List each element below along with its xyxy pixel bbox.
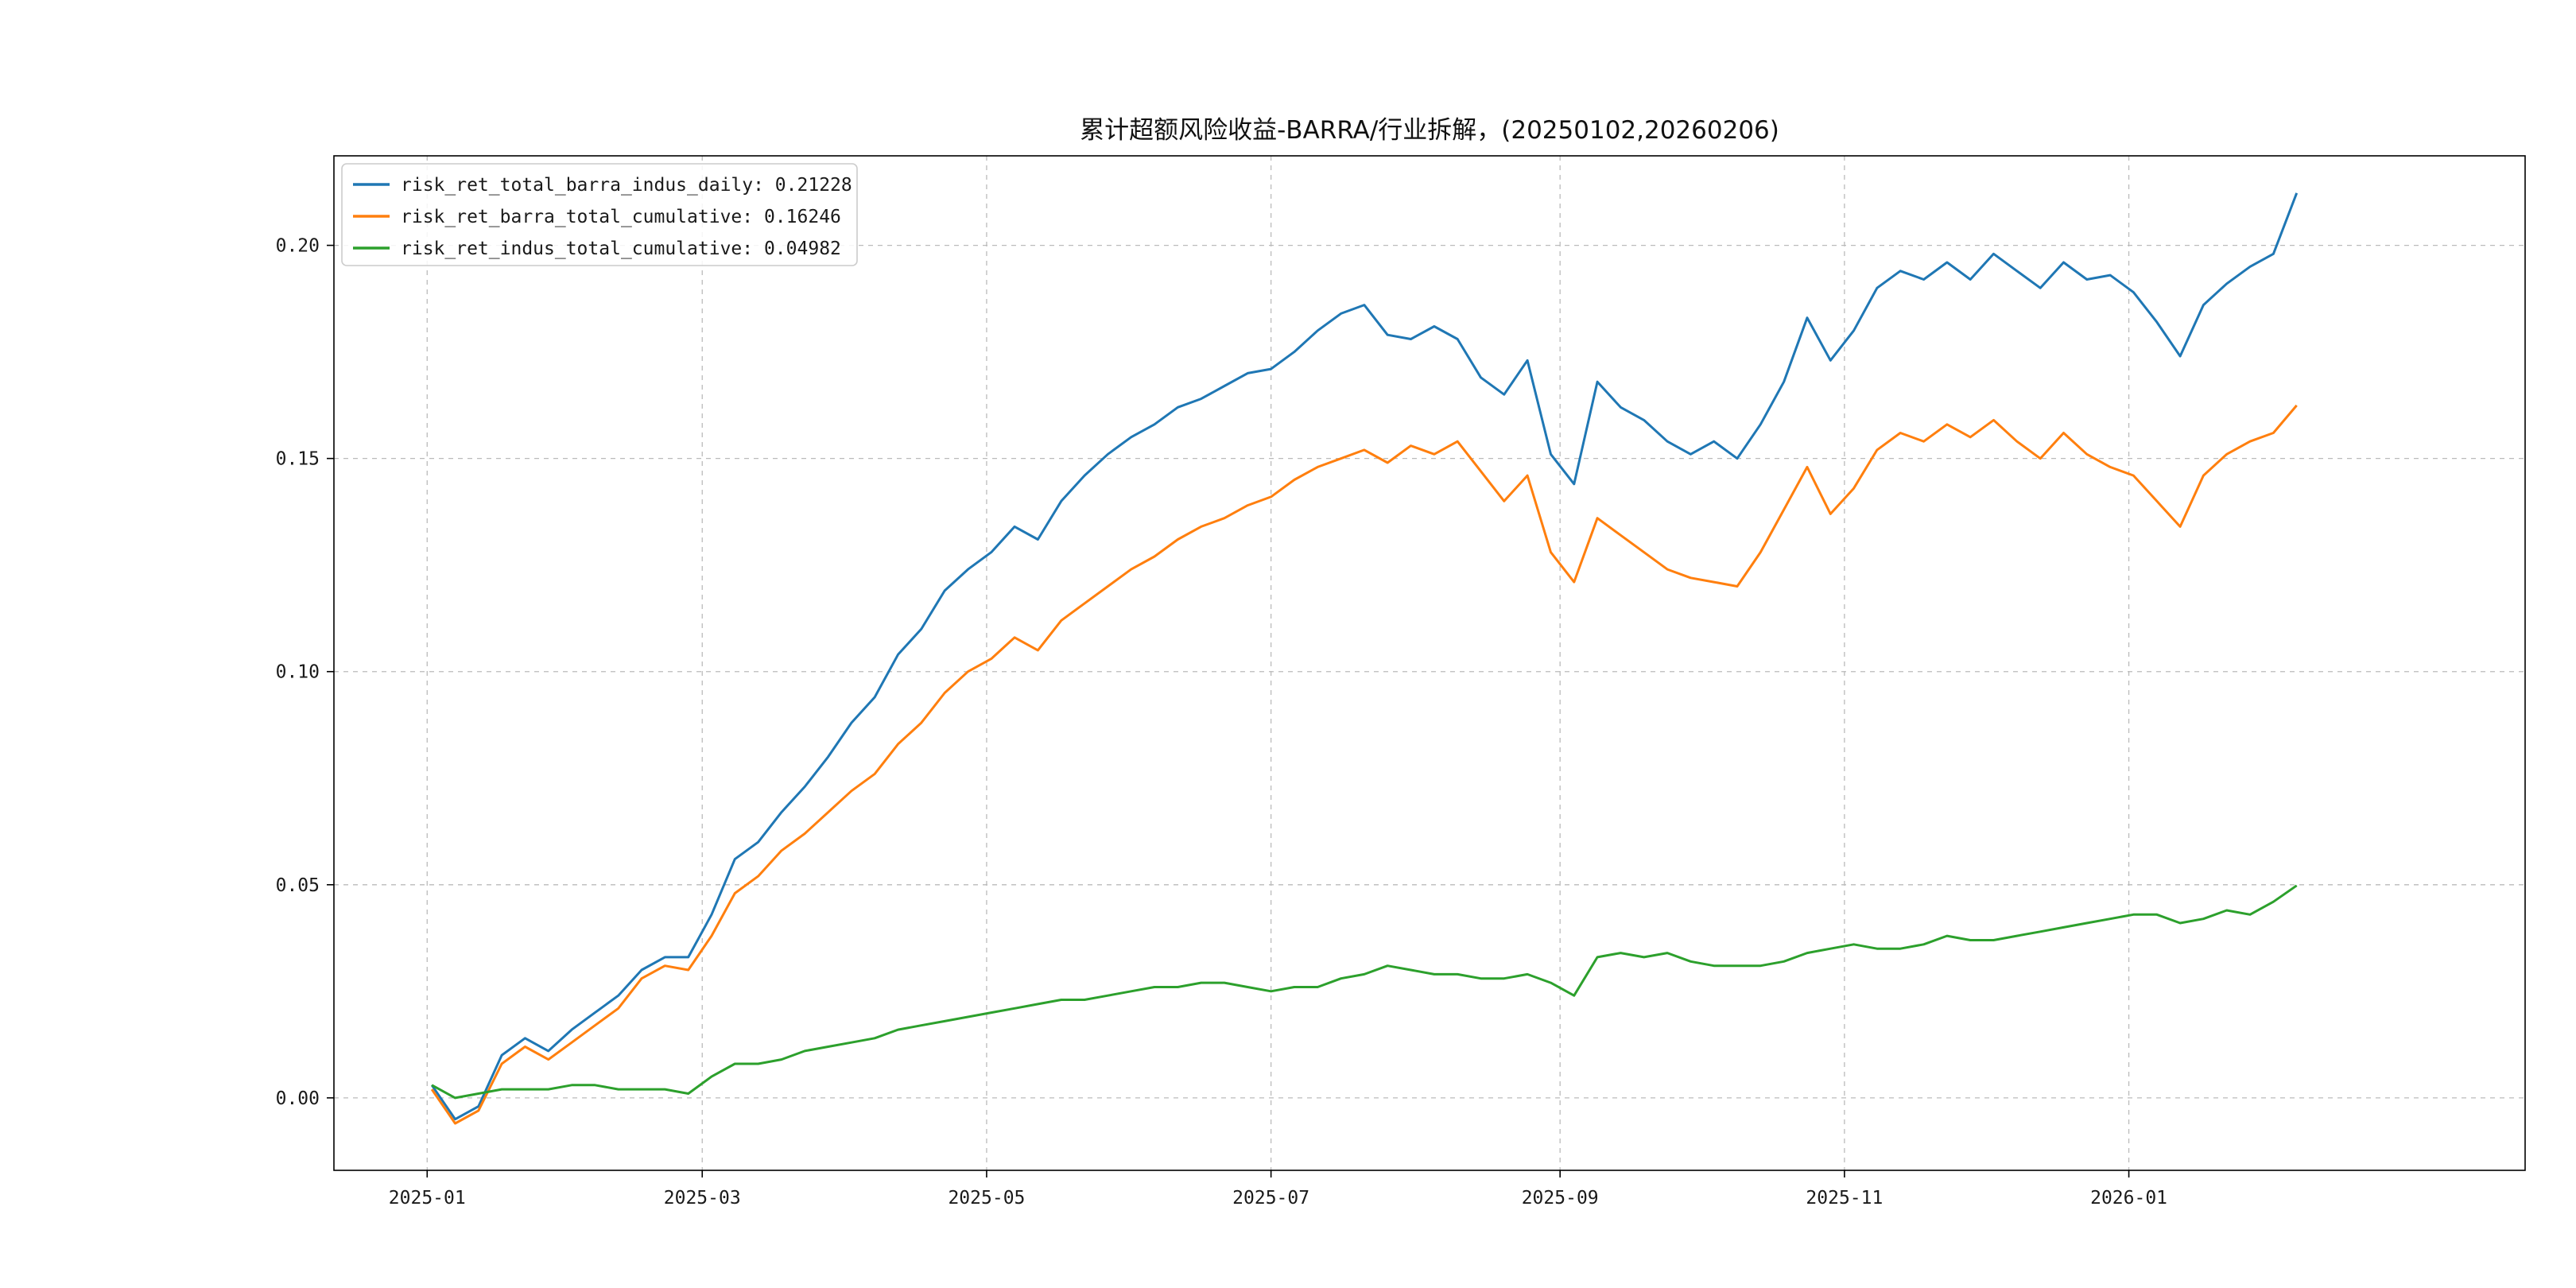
legend-label: risk_ret_barra_total_cumulative: 0.16246	[401, 207, 841, 227]
legend-box	[341, 163, 858, 266]
x-tick-label: 2025-01	[389, 1188, 466, 1208]
y-tick-label: 0.10	[276, 662, 320, 683]
series-line-risk_ret_barra_total_cumulative	[430, 404, 2298, 1125]
y-tick-label: 0.15	[276, 449, 320, 470]
legend-label: risk_ret_indus_total_cumulative: 0.04982	[401, 239, 841, 259]
y-tick-label: 0.00	[276, 1088, 320, 1109]
legend-label: risk_ret_total_barra_indus_daily: 0.2122…	[401, 175, 852, 196]
series-line-risk_ret_total_barra_indus_daily	[430, 192, 2299, 1121]
series-line-risk_ret_indus_total_cumulative	[431, 884, 2298, 1100]
x-tick-label: 2025-07	[1232, 1188, 1309, 1208]
x-tick-label: 2025-11	[1806, 1188, 1883, 1208]
x-tick-label: 2025-03	[664, 1188, 741, 1208]
chart-title: 累计超额风险收益-BARRA/行业拆解，(20250102,20260206)	[1080, 116, 1779, 145]
x-tick-label: 2025-05	[948, 1188, 1025, 1208]
y-tick-label: 0.05	[276, 875, 320, 896]
plot-frame	[333, 155, 2526, 1171]
x-tick-label: 2026-01	[2090, 1188, 2167, 1208]
x-tick-label: 2025-09	[1522, 1188, 1599, 1208]
y-tick-label: 0.20	[276, 236, 320, 257]
